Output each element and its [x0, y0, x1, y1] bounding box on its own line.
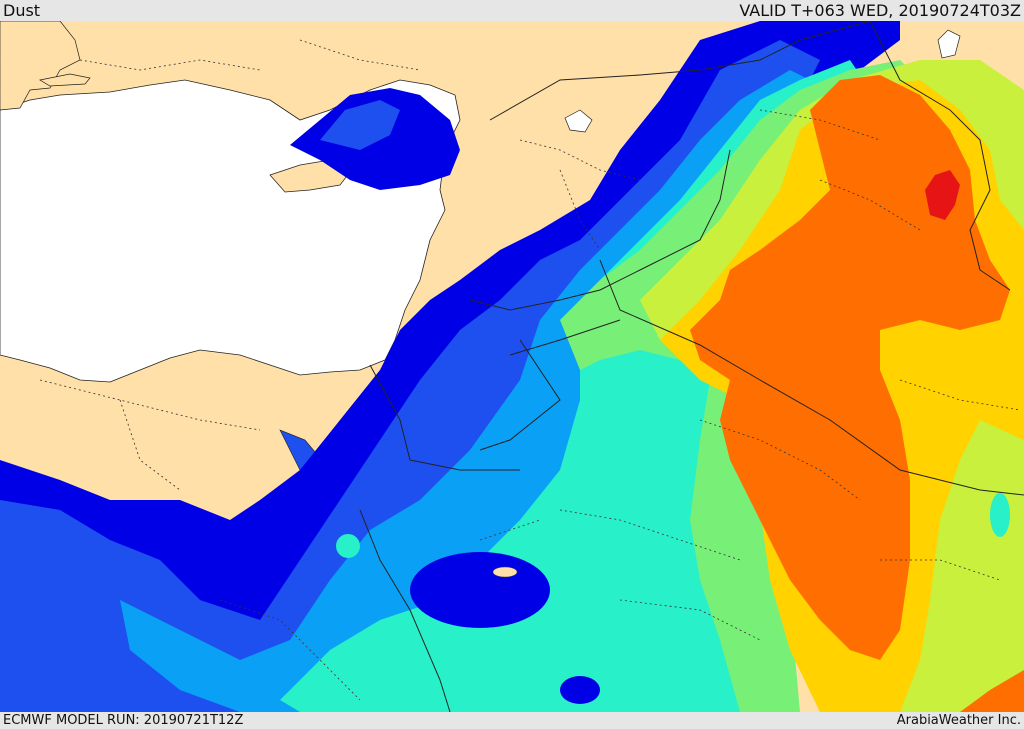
dust-low-cyprus	[320, 100, 400, 150]
title-bar: Dust VALID T+063 WED, 20190724T03Z	[0, 0, 1024, 21]
map-canvas	[0, 21, 1024, 712]
province-boundaries	[39, 39, 1021, 701]
valid-time: VALID T+063 WED, 20190724T03Z	[739, 1, 1021, 20]
dust-severe-se	[960, 670, 1024, 712]
lake-urmia	[937, 29, 961, 59]
dust-low-moderate-spot	[336, 534, 360, 558]
map-title: Dust	[3, 1, 41, 20]
country-borders	[359, 21, 1024, 712]
dust-moderate-east	[990, 493, 1010, 537]
dust-low-spot-south	[560, 676, 600, 704]
dust-forecast-map[interactable]	[0, 21, 1024, 712]
credit-label: ArabiaWeather Inc.	[896, 713, 1021, 728]
dust-extreme	[925, 170, 960, 220]
lake-van	[564, 109, 593, 133]
crete-island	[39, 73, 91, 87]
footer-bar: ECMWF MODEL RUN: 20190721T12Z ArabiaWeat…	[0, 712, 1024, 729]
cyprus-island	[269, 159, 351, 193]
model-run-label: ECMWF MODEL RUN: 20190721T12Z	[3, 713, 244, 728]
dust-very-low-sinai	[410, 552, 550, 628]
dust-min-spot	[492, 566, 518, 578]
dust-severe	[690, 75, 1010, 660]
